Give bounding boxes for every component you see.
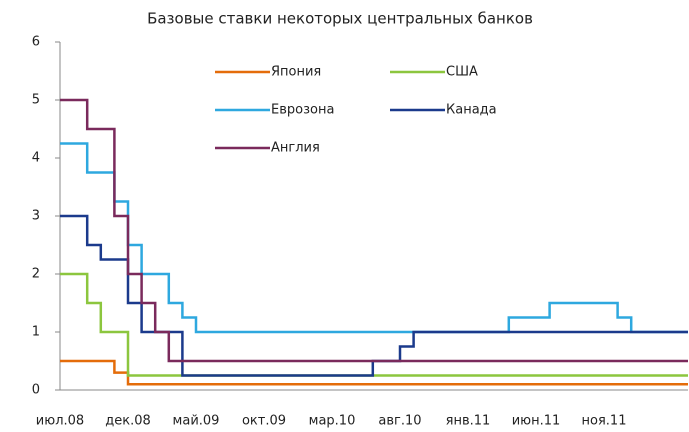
x-tick-label: май.09	[173, 414, 220, 429]
x-tick-label: июл.08	[36, 414, 84, 429]
series-line	[60, 214, 688, 377]
y-tick-label: 3	[32, 209, 40, 224]
y-tick-label: 4	[32, 151, 40, 166]
y-tick-label: 2	[32, 267, 40, 282]
chart-title: Базовые ставки некоторых центральных бан…	[147, 10, 533, 28]
x-tick-label: ноя.11	[582, 414, 627, 429]
series-line	[60, 142, 688, 334]
y-tick-label: 1	[32, 325, 40, 340]
legend-label: Канада	[446, 103, 497, 118]
y-tick-label: 0	[32, 383, 40, 398]
y-tick-label: 5	[32, 93, 40, 108]
legend-label: Еврозона	[271, 103, 334, 118]
x-tick-label: янв.11	[446, 414, 491, 429]
x-tick-label: дек.08	[105, 414, 151, 429]
legend-label: Англия	[271, 141, 320, 156]
x-tick-label: окт.09	[242, 414, 286, 429]
y-tick-label: 6	[32, 35, 40, 50]
series-line	[60, 98, 688, 363]
legend-label: Япония	[271, 65, 321, 80]
legend-label: США	[446, 65, 478, 80]
series-line	[60, 359, 688, 386]
x-tick-label: мар.10	[309, 414, 356, 429]
x-tick-label: июн.11	[512, 414, 561, 429]
x-tick-label: авг.10	[378, 414, 421, 429]
